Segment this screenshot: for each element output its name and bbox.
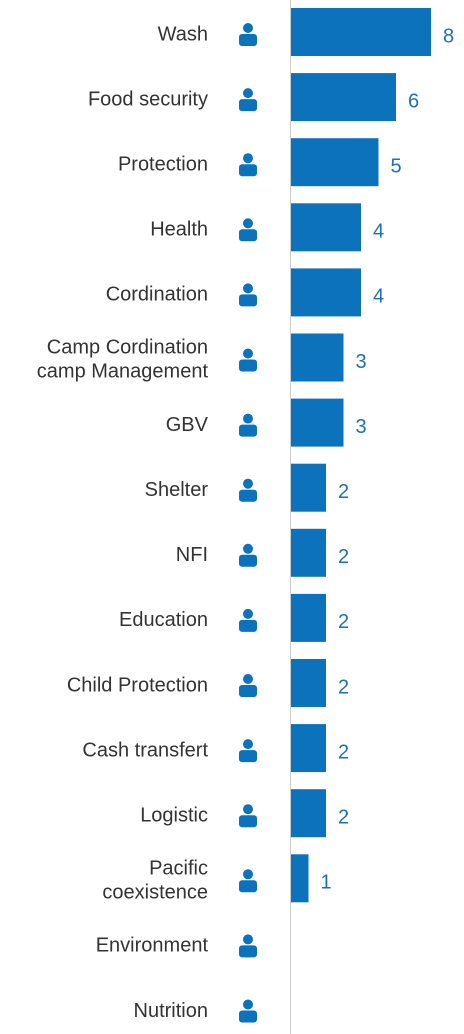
icon-part	[243, 478, 253, 489]
category-icon	[239, 674, 257, 697]
category-label: Cordination	[106, 284, 208, 306]
category-label: Protection	[118, 153, 208, 175]
category-icon	[239, 608, 257, 632]
category-icon	[239, 283, 257, 307]
icon-part	[239, 229, 257, 242]
category-icon	[239, 23, 257, 46]
icon-part	[239, 99, 257, 112]
icon-part	[243, 674, 253, 684]
category-icon	[239, 153, 257, 177]
icon-part	[239, 815, 257, 828]
icon-part	[243, 413, 253, 424]
bar	[291, 789, 326, 838]
bar	[291, 8, 431, 56]
category-label: Education	[119, 609, 208, 631]
icon-part	[239, 294, 257, 307]
value-label: 2	[338, 546, 349, 568]
bar	[291, 203, 361, 252]
value-label: 3	[356, 351, 367, 373]
icon-part	[243, 153, 253, 164]
icon-part	[239, 489, 257, 502]
icon-part	[243, 88, 253, 99]
value-label: 5	[391, 155, 402, 177]
category-label: Cash transfert	[82, 739, 208, 761]
value-label: 3	[356, 416, 367, 438]
category-label: Environment	[96, 935, 209, 957]
icon-part	[239, 1010, 257, 1023]
bar	[291, 659, 326, 707]
icon-part	[239, 619, 257, 632]
value-label: 8	[443, 25, 454, 47]
category-label: Camp Cordination camp Management	[37, 337, 209, 383]
category-icon	[239, 413, 257, 437]
category-icon	[239, 348, 257, 372]
category-label: Shelter	[145, 479, 209, 501]
bar	[291, 268, 361, 317]
category-icon	[239, 218, 257, 242]
category-icon	[239, 543, 257, 567]
value-label: 1	[321, 872, 332, 894]
value-label: 2	[338, 481, 349, 503]
icon-part	[243, 804, 253, 815]
icon-part	[239, 554, 257, 567]
value-label: 2	[338, 676, 349, 698]
bar	[291, 463, 326, 512]
icon-part	[239, 750, 257, 763]
bar	[291, 593, 326, 642]
icon-part	[243, 869, 253, 880]
category-icon	[239, 478, 257, 502]
category-label: GBV	[166, 414, 209, 436]
icon-part	[239, 164, 257, 177]
icon-part	[243, 934, 253, 945]
icon-part	[243, 608, 253, 619]
value-label: 2	[338, 806, 349, 828]
category-label: Health	[150, 219, 208, 241]
icon-part	[243, 283, 253, 294]
icon-part	[239, 880, 257, 893]
value-label: 6	[408, 90, 419, 112]
category-icon	[239, 739, 257, 763]
category-label: Wash	[158, 23, 208, 45]
category-label: Logistic	[140, 804, 208, 826]
bar	[291, 724, 326, 773]
icon-part	[239, 685, 257, 697]
icon-part	[239, 34, 257, 46]
icon-part	[243, 543, 253, 554]
category-icon	[239, 804, 257, 828]
category-icon	[239, 999, 257, 1023]
bar	[291, 333, 344, 382]
bar	[291, 854, 309, 903]
value-label: 2	[338, 611, 349, 633]
icon-part	[243, 348, 253, 359]
bar	[291, 398, 344, 447]
category-label: Food security	[88, 88, 208, 110]
icon-part	[243, 218, 253, 229]
category-label: Pacific coexistence	[102, 858, 208, 904]
bar	[291, 138, 379, 187]
category-label: Child Protection	[67, 674, 208, 696]
icon-part	[239, 359, 257, 372]
category-icon	[239, 869, 257, 893]
value-label: 4	[373, 286, 384, 308]
icon-part	[243, 23, 253, 33]
category-icon	[239, 88, 257, 112]
bar	[291, 528, 326, 577]
category-label: NFI	[176, 544, 208, 566]
category-icon	[239, 934, 257, 958]
icon-part	[243, 739, 253, 750]
icon-part	[239, 945, 257, 958]
icon-part	[243, 999, 253, 1010]
bar	[291, 73, 396, 122]
icon-part	[239, 424, 257, 437]
category-label: Nutrition	[134, 1000, 208, 1022]
value-label: 4	[373, 221, 384, 243]
value-label: 2	[338, 741, 349, 763]
